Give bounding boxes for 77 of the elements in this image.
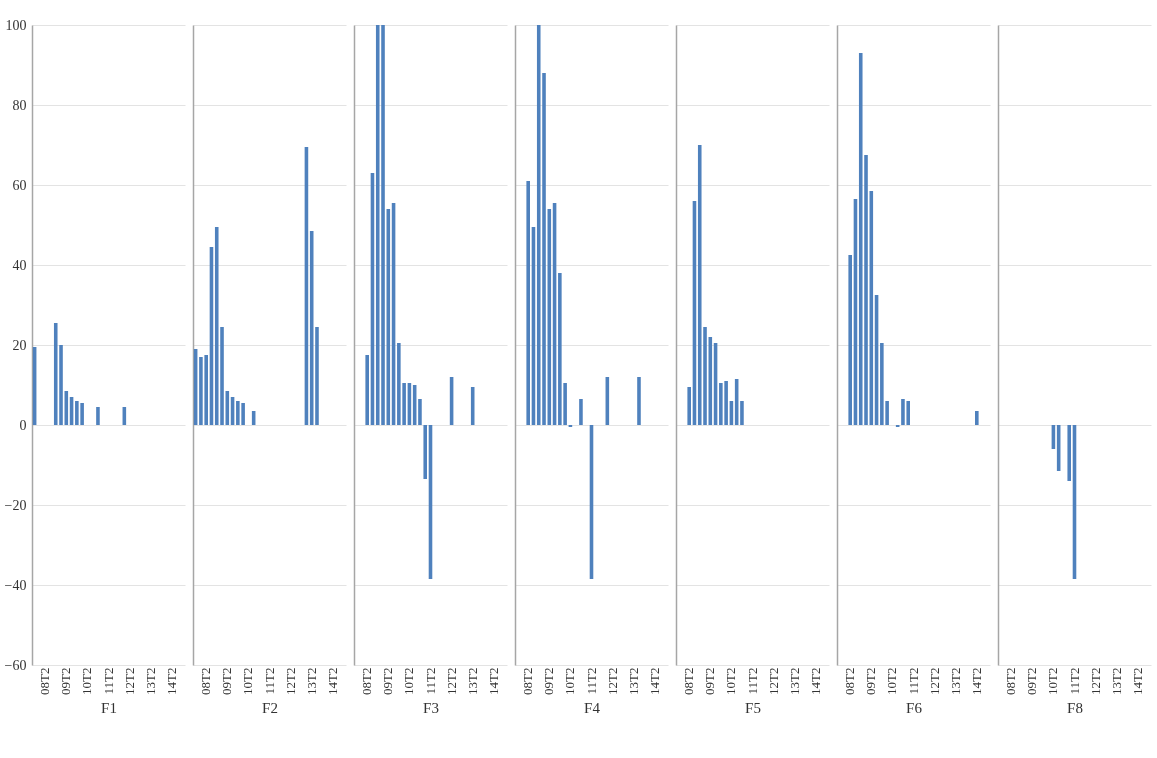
- x-tick-label: 12T2: [443, 667, 459, 695]
- x-tick-label: 09T2: [219, 667, 235, 695]
- bar: [418, 399, 422, 425]
- x-tick-label: 11T2: [422, 667, 438, 695]
- x-tick-label: 08T2: [359, 667, 375, 695]
- x-tick-label: 11T2: [1066, 667, 1082, 695]
- x-tick-label: 12T2: [604, 667, 620, 695]
- y-tick-label: 60: [12, 177, 27, 193]
- x-tick-label: 14T2: [807, 667, 823, 695]
- y-tick-label: 40: [12, 257, 27, 273]
- x-tick-label: 11T2: [261, 667, 277, 695]
- x-tick-label: 08T2: [520, 667, 536, 695]
- y-tick-label: 80: [12, 97, 27, 113]
- y-tick-label: 0: [19, 417, 27, 433]
- x-tick-label: 11T2: [905, 667, 921, 695]
- x-tick-label: 13T2: [464, 667, 480, 695]
- x-tick-label: 09T2: [380, 667, 396, 695]
- bar: [423, 425, 428, 479]
- x-tick-label: 13T2: [625, 667, 641, 695]
- y-tick-label: −40: [4, 577, 27, 593]
- x-tick-label: 10T2: [1045, 667, 1061, 695]
- bar: [687, 387, 691, 425]
- bar: [96, 407, 100, 425]
- x-tick-label: 09T2: [863, 667, 879, 695]
- x-tick-label: 13T2: [947, 667, 963, 695]
- bar: [637, 377, 641, 425]
- y-tick-label: −20: [4, 497, 27, 513]
- x-tick-label: 08T2: [1003, 667, 1019, 695]
- x-tick-label: 13T2: [303, 667, 319, 695]
- x-tick-label: 10T2: [884, 667, 900, 695]
- x-tick-label: 11T2: [100, 667, 116, 695]
- x-axis-title: F4: [584, 699, 601, 716]
- y-tick-label: 20: [12, 337, 27, 353]
- x-axis-title: F5: [745, 699, 761, 716]
- bar: [365, 355, 369, 425]
- x-tick-label: 12T2: [765, 667, 781, 695]
- x-tick-label: 14T2: [324, 667, 340, 695]
- x-tick-label: 08T2: [681, 667, 697, 695]
- bar: [579, 399, 583, 425]
- x-axis-title: F1: [101, 699, 117, 716]
- x-axis-title: F2: [262, 699, 278, 716]
- x-tick-label: 09T2: [541, 667, 557, 695]
- x-tick-label: 13T2: [142, 667, 158, 695]
- x-tick-label: 10T2: [562, 667, 578, 695]
- x-tick-label: 13T2: [786, 667, 802, 695]
- y-tick-label: −60: [4, 657, 27, 673]
- bar: [740, 401, 744, 425]
- bar: [470, 387, 475, 425]
- x-tick-label: 08T2: [842, 667, 858, 695]
- x-tick-label: 09T2: [1024, 667, 1040, 695]
- bar: [975, 411, 979, 425]
- x-tick-label: 10T2: [240, 667, 256, 695]
- x-tick-label: 14T2: [163, 667, 179, 695]
- x-tick-label: 14T2: [485, 667, 501, 695]
- x-tick-label: 12T2: [1087, 667, 1103, 695]
- x-tick-label: 14T2: [968, 667, 984, 695]
- x-tick-label: 14T2: [646, 667, 662, 695]
- x-tick-label: 11T2: [744, 667, 760, 695]
- x-tick-label: 10T2: [79, 667, 95, 695]
- x-axis-title: F8: [1067, 699, 1083, 716]
- x-axis-title: F3: [423, 699, 439, 716]
- x-tick-label: 08T2: [37, 667, 53, 695]
- x-tick-label: 10T2: [723, 667, 739, 695]
- x-tick-label: 10T2: [401, 667, 417, 695]
- x-tick-label: 09T2: [702, 667, 718, 695]
- x-tick-label: 14T2: [1129, 667, 1145, 695]
- bar: [848, 255, 852, 425]
- x-tick-label: 13T2: [1108, 667, 1124, 695]
- x-tick-label: 12T2: [121, 667, 137, 695]
- x-tick-label: 08T2: [198, 667, 214, 695]
- x-tick-label: 12T2: [926, 667, 942, 695]
- x-axis-title: F6: [906, 699, 923, 716]
- bar: [526, 181, 530, 425]
- x-tick-label: 12T2: [282, 667, 298, 695]
- x-tick-label: 09T2: [58, 667, 74, 695]
- x-tick-label: 11T2: [583, 667, 599, 695]
- y-tick-label: 100: [5, 17, 27, 33]
